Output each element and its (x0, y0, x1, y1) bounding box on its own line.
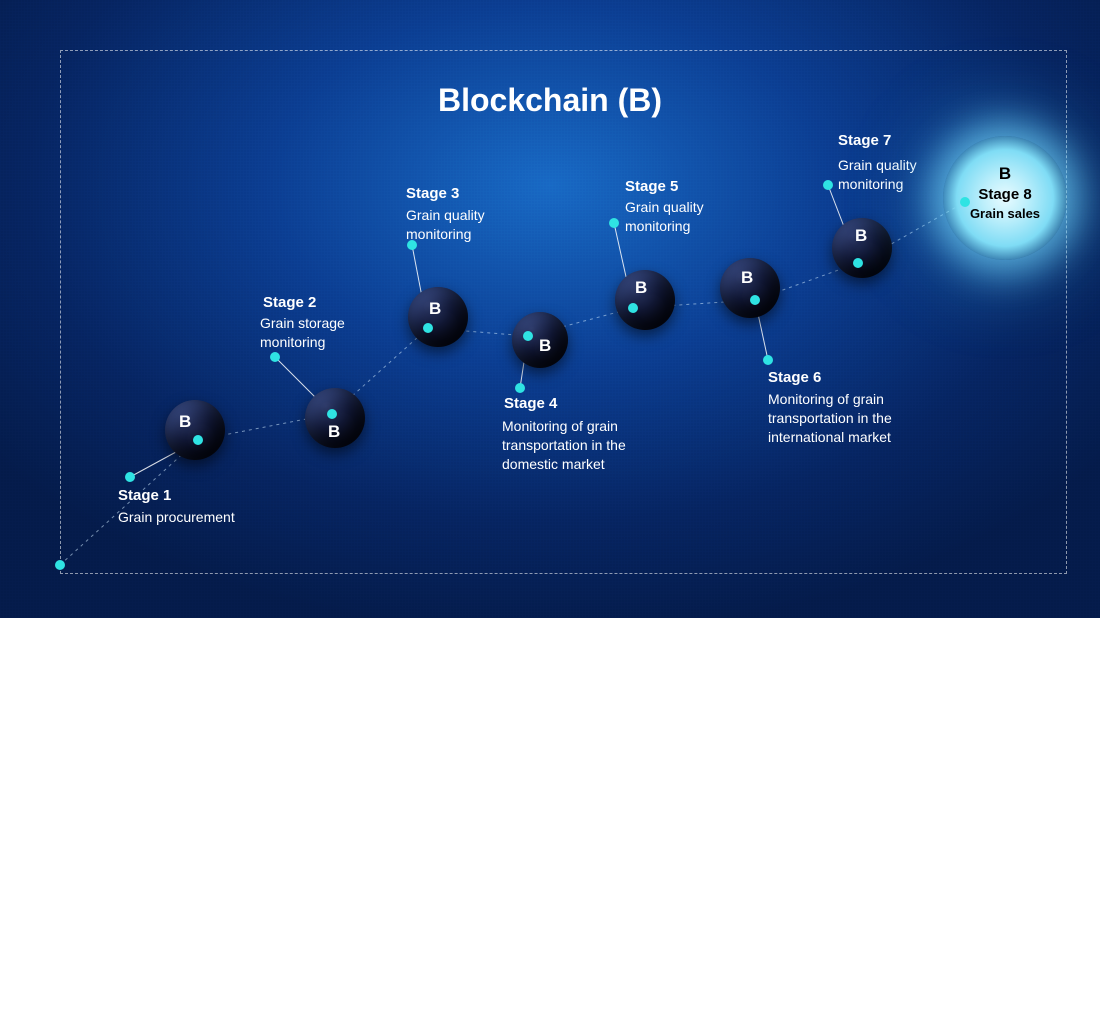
stage-desc-2: Grain storage monitoring (260, 314, 400, 352)
callout-dot-stage-6 (763, 355, 773, 365)
diagram-title: Blockchain (B) (0, 82, 1100, 119)
dashed-frame (60, 50, 1067, 574)
sphere-letter-icon: B (328, 422, 340, 442)
stage-desc-1: Grain procurement (118, 508, 318, 527)
sphere-stage-4: B (512, 312, 568, 368)
stage-label-5: Stage 5 (625, 178, 678, 195)
stage-desc-3: Grain quality monitoring (406, 206, 546, 244)
callout-dot-stage-1 (125, 472, 135, 482)
sphere-letter-icon: B (635, 278, 647, 298)
anchor-dot-stage-3 (423, 323, 433, 333)
blockchain-diagram: Blockchain (B) B Stage 1 Grain procurement… (0, 0, 1100, 618)
stage-desc-6: Monitoring of grain transportation in th… (768, 390, 908, 447)
anchor-dot-stage-8 (960, 197, 970, 207)
callout-dot-stage-5 (609, 218, 619, 228)
sphere-stage-7: B (832, 218, 892, 278)
stage-label-6: Stage 6 (768, 369, 821, 386)
sphere-stage-6: B (720, 258, 780, 318)
stage-label-3: Stage 3 (406, 185, 459, 202)
sphere-letter-icon: B (539, 336, 551, 356)
stage-label-7: Stage 7 (838, 132, 891, 149)
sphere-letter-icon: B (741, 268, 753, 288)
callout-dot-stage-2 (270, 352, 280, 362)
stage-label-1: Stage 1 (118, 487, 171, 504)
anchor-dot-stage-4 (523, 331, 533, 341)
sphere-stage-3: B (408, 287, 468, 347)
stage-desc-8: Grain sales (943, 206, 1067, 221)
stage-label-2: Stage 2 (263, 294, 316, 311)
sphere-letter-icon: B (855, 226, 867, 246)
sphere-stage-5: B (615, 270, 675, 330)
sphere-stage-1: B (165, 400, 225, 460)
frame-corner-dot (55, 560, 65, 570)
callout-dot-stage-4 (515, 383, 525, 393)
anchor-dot-stage-7 (853, 258, 863, 268)
stage-desc-4: Monitoring of grain transportation in th… (502, 417, 642, 474)
anchor-dot-stage-2 (327, 409, 337, 419)
stage-desc-5: Grain quality monitoring (625, 198, 765, 236)
stage-label-4: Stage 4 (504, 395, 557, 412)
sphere-letter-icon: B (943, 164, 1067, 184)
callout-dot-stage-7 (823, 180, 833, 190)
anchor-dot-stage-6 (750, 295, 760, 305)
sphere-letter-icon: B (429, 299, 441, 319)
anchor-dot-stage-1 (193, 435, 203, 445)
sphere-letter-icon: B (179, 412, 191, 432)
anchor-dot-stage-5 (628, 303, 638, 313)
